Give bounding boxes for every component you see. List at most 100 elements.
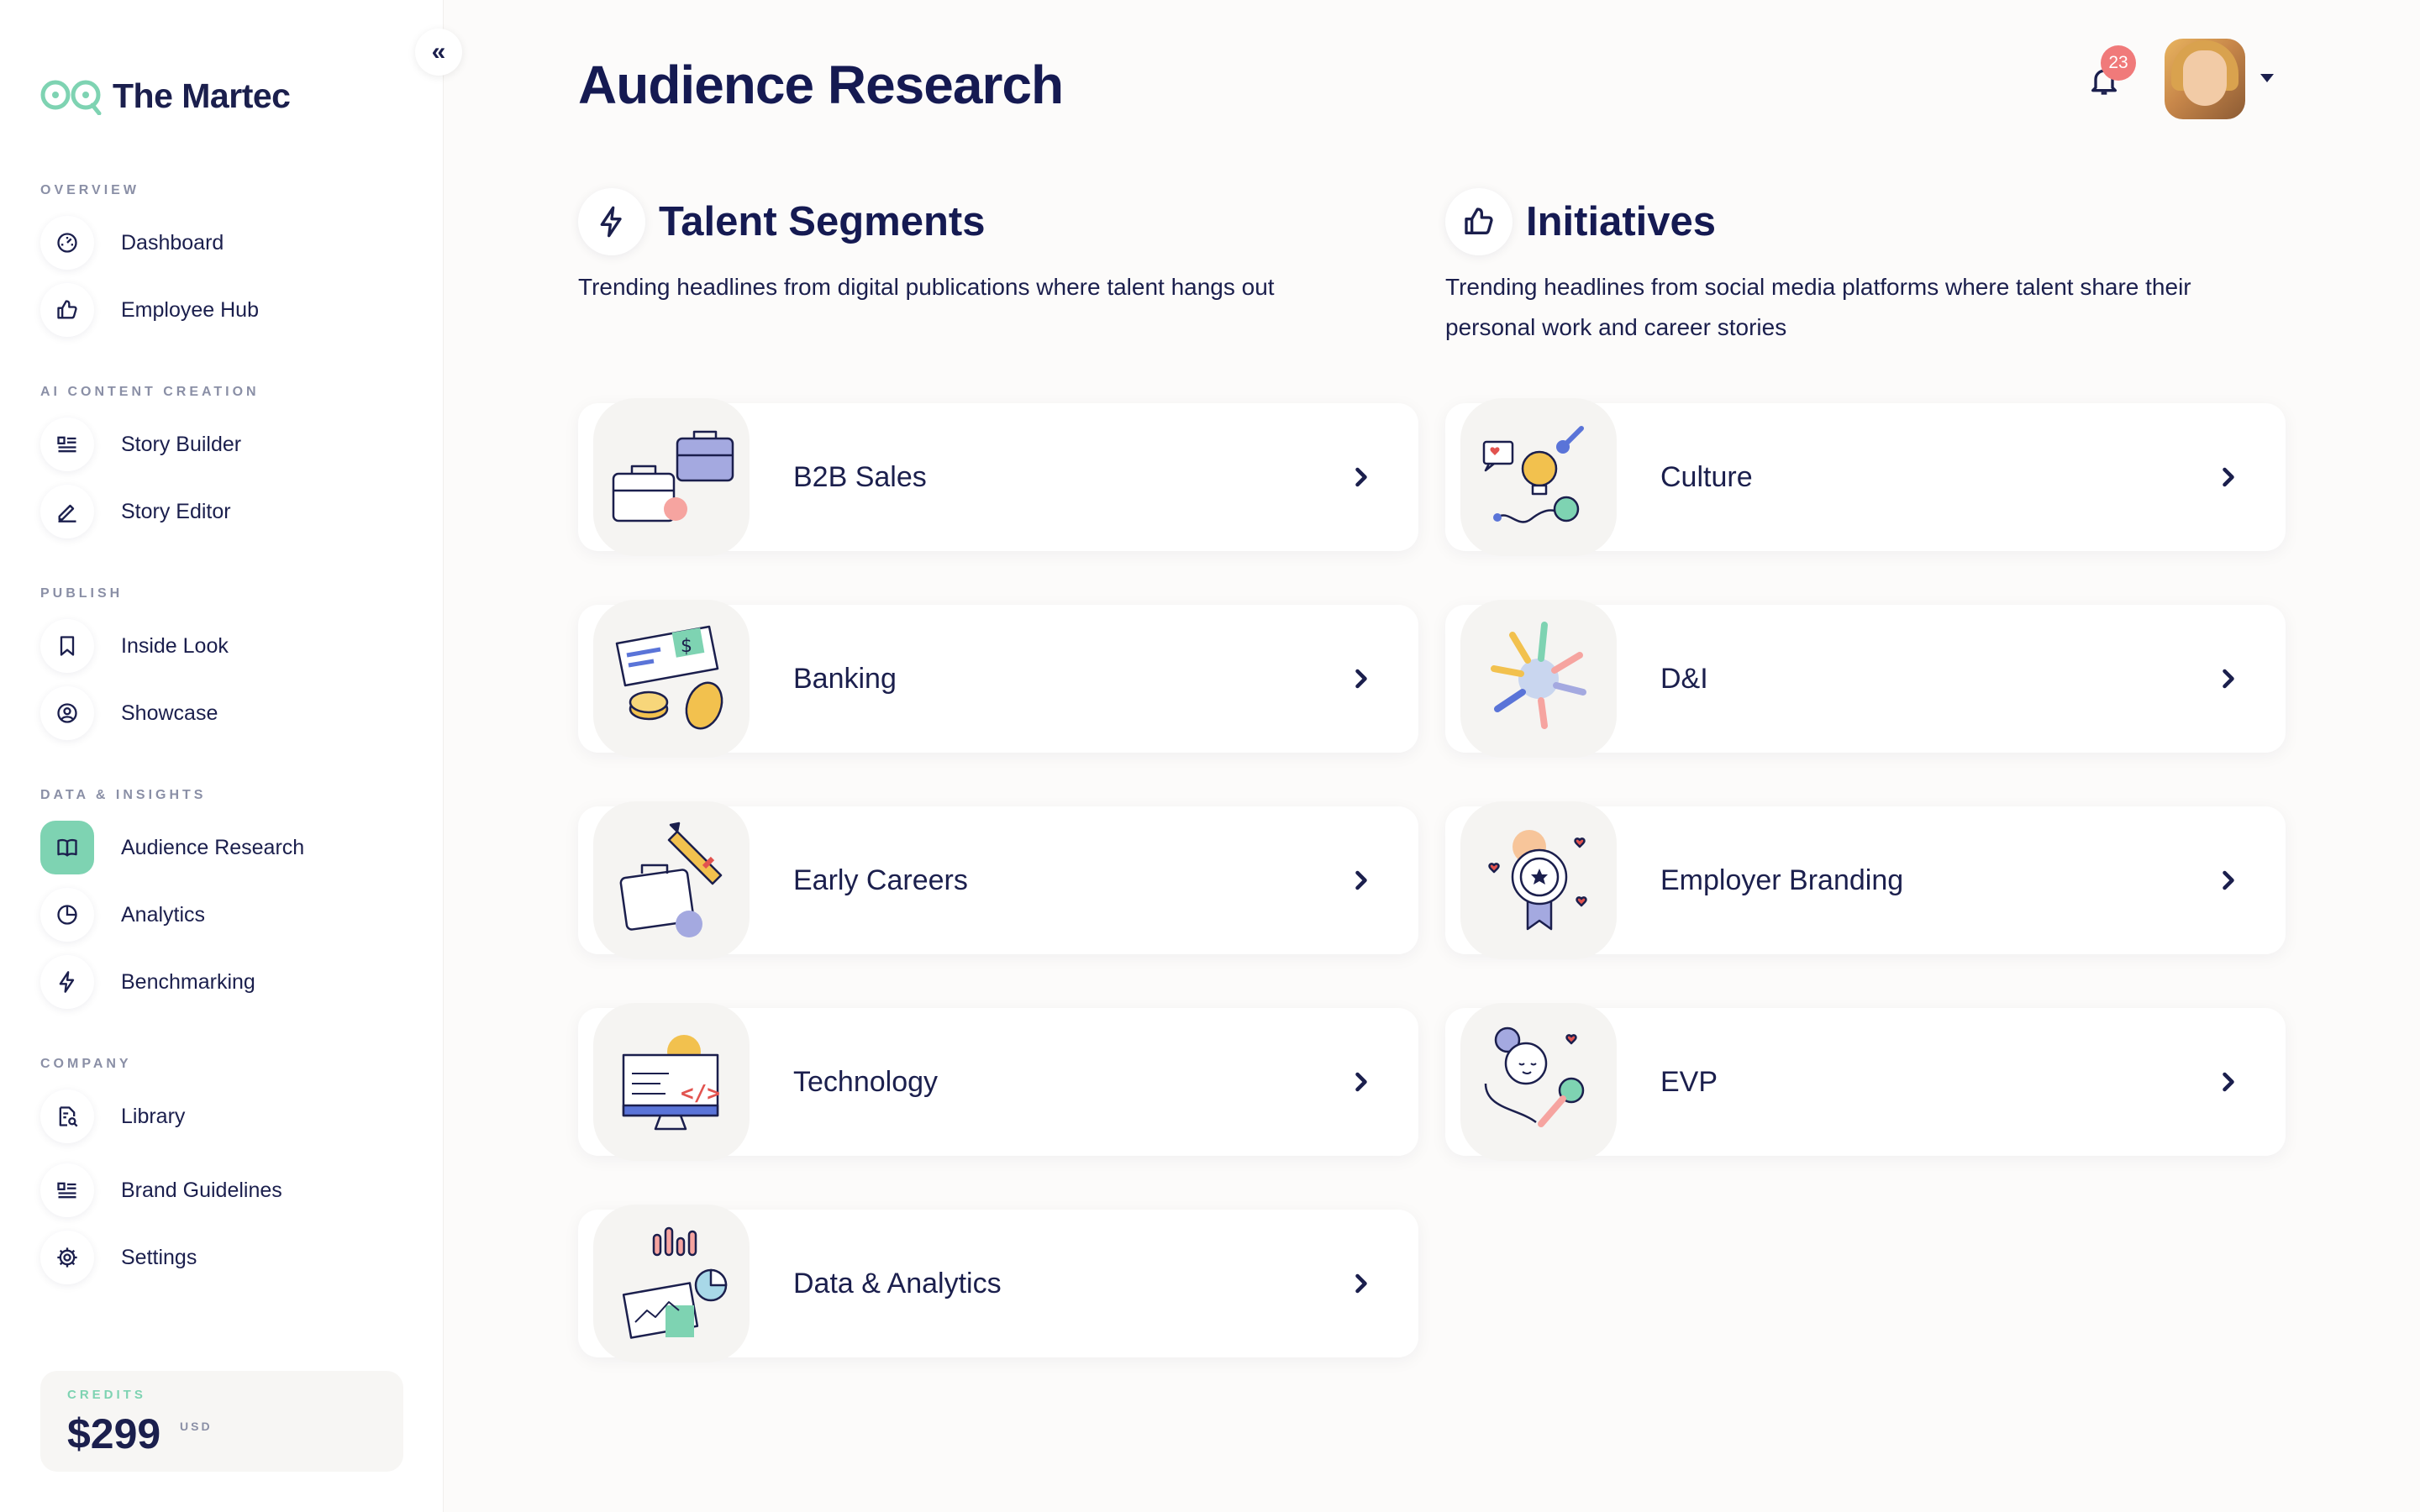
card-technology[interactable]: </> Technology xyxy=(578,1003,1418,1161)
card-label: D&I xyxy=(1660,662,1708,695)
credits-label: CREDITS xyxy=(67,1388,146,1402)
caret-down-icon[interactable] xyxy=(2260,74,2274,82)
avatar-face xyxy=(2183,50,2227,106)
chevron-right-icon xyxy=(1355,669,1367,689)
card-label: Technology xyxy=(793,1065,939,1098)
notification-count-badge: 23 xyxy=(2101,45,2136,81)
chevron-right-icon xyxy=(2223,669,2234,689)
sidebar-item-benchmarking[interactable]: Benchmarking xyxy=(40,955,410,1009)
charts-art xyxy=(622,1226,728,1339)
chevron-right-icon xyxy=(2223,467,2234,487)
card-banking[interactable]: $ Banking xyxy=(578,600,1418,758)
dashboard-icon xyxy=(57,233,77,253)
card-label: B2B Sales xyxy=(793,460,927,493)
svg-text:$: $ xyxy=(681,636,692,657)
sidebar-item-label: Showcase xyxy=(121,701,218,725)
sidebar-item-label: Brand Guidelines xyxy=(121,1178,282,1202)
section-label-ai-content-creation: AI CONTENT CREATION xyxy=(40,385,260,399)
sidebar-item-audience-research[interactable]: Audience Research xyxy=(40,821,410,874)
card-employer-branding[interactable]: Employer Branding xyxy=(1445,801,2286,959)
card-evp[interactable]: EVP xyxy=(1445,1003,2286,1161)
sidebar-item-label: Settings xyxy=(121,1245,197,1269)
card-b2b-sales[interactable]: B2B Sales xyxy=(578,398,1418,556)
chevron-right-icon xyxy=(1355,1273,1367,1294)
card-data-analytics[interactable]: Data & Analytics xyxy=(578,1205,1418,1362)
sidebar-item-brand-guidelines[interactable]: Brand Guidelines xyxy=(40,1163,410,1217)
sidebar-item-label: Inside Look xyxy=(121,633,229,658)
card-label: Banking xyxy=(793,662,897,695)
chevron-right-icon xyxy=(2223,1072,2234,1092)
brand-name: The Martec xyxy=(113,76,291,115)
hands-circle-art xyxy=(1491,622,1586,729)
card-label: Culture xyxy=(1660,460,1753,493)
sidebar-item-label: Story Editor xyxy=(121,499,231,523)
check-coins-art: $ xyxy=(615,625,723,730)
talent-segments-title: Talent Segments xyxy=(659,199,986,244)
lightbulb-art xyxy=(1482,426,1584,523)
pencil-icon xyxy=(58,504,76,522)
sidebar-item-label: Audience Research xyxy=(121,835,305,859)
credits-amount: $299 xyxy=(67,1410,161,1457)
double-chevron-left-icon: « xyxy=(431,38,446,66)
card-label: EVP xyxy=(1660,1065,1718,1098)
list-icon xyxy=(57,1182,76,1199)
talent-segments-description: Trending headlines from digital publicat… xyxy=(578,274,1275,300)
thumbs-up-icon xyxy=(1465,207,1493,234)
svg-text:</>: </> xyxy=(681,1081,720,1106)
sidebar-item-label: Employee Hub xyxy=(121,297,259,322)
pie-chart-icon xyxy=(57,905,77,925)
document-search-icon xyxy=(59,1106,78,1127)
book-open-icon xyxy=(57,838,77,857)
sidebar-item-inside-look[interactable]: Inside Look xyxy=(40,619,410,673)
singer-mic-art xyxy=(1484,1026,1585,1127)
martec-logo-icon xyxy=(40,80,102,115)
collapse-sidebar-button[interactable]: « xyxy=(415,29,462,76)
sidebar-item-showcase[interactable]: Showcase xyxy=(40,686,410,740)
chevron-right-icon xyxy=(1355,467,1367,487)
sidebar-item-settings[interactable]: Settings xyxy=(40,1231,410,1284)
sidebar-item-label: Analytics xyxy=(121,902,206,927)
card-d-and-i[interactable]: D&I xyxy=(1445,600,2286,758)
sidebar-item-analytics[interactable]: Analytics xyxy=(40,888,410,942)
initiatives-title: Initiatives xyxy=(1526,199,1717,244)
sidebar-item-label: Benchmarking xyxy=(121,969,255,994)
credits-panel: CREDITS $299 USD xyxy=(40,1371,403,1472)
user-avatar[interactable] xyxy=(2165,39,2245,119)
sidebar: The Martec « OVERVIEW Dashboard Employee… xyxy=(0,0,462,1512)
initiatives-header: Initiatives xyxy=(1445,188,1716,255)
lightning-icon xyxy=(59,971,75,993)
chevron-right-icon xyxy=(1355,870,1367,890)
sidebar-item-label: Library xyxy=(121,1104,186,1128)
talent-segments-header: Talent Segments xyxy=(578,188,985,255)
award-ribbon-art xyxy=(1488,830,1587,931)
credits-unit: USD xyxy=(180,1420,213,1433)
card-label: Early Careers xyxy=(793,864,968,896)
section-label-data-insights: DATA & INSIGHTS xyxy=(40,788,207,802)
list-icon xyxy=(57,436,76,453)
lightning-icon xyxy=(600,206,622,238)
sidebar-item-employee-hub[interactable]: Employee Hub xyxy=(40,283,410,337)
card-label: Data & Analytics xyxy=(793,1267,1002,1299)
card-culture[interactable]: Culture xyxy=(1445,398,2286,556)
bookmark-icon xyxy=(60,636,75,656)
section-label-overview: OVERVIEW xyxy=(40,183,139,197)
section-label-company: COMPANY xyxy=(40,1057,132,1071)
initiatives-description: Trending headlines from social media pla… xyxy=(1445,274,2191,340)
brand-logo[interactable]: The Martec xyxy=(40,74,291,118)
monitor-code-art: </> xyxy=(622,1035,720,1131)
sidebar-item-label: Dashboard xyxy=(121,230,224,255)
card-early-careers[interactable]: Early Careers xyxy=(578,801,1418,959)
sidebar-item-library[interactable]: Library xyxy=(40,1089,410,1143)
sidebar-item-label: Story Builder xyxy=(121,432,242,456)
sidebar-item-story-editor[interactable]: Story Editor xyxy=(40,485,410,538)
chevron-right-icon xyxy=(2223,870,2234,890)
gear-icon xyxy=(57,1247,77,1268)
sidebar-item-dashboard[interactable]: Dashboard xyxy=(40,216,410,270)
user-circle-icon xyxy=(57,703,77,723)
thumbs-up-icon xyxy=(57,300,77,319)
page-title: Audience Research xyxy=(578,55,1064,115)
briefcase-pen-art xyxy=(619,822,723,937)
briefcase-art xyxy=(612,430,734,522)
sidebar-item-story-builder[interactable]: Story Builder xyxy=(40,417,410,471)
section-label-publish: PUBLISH xyxy=(40,586,124,601)
